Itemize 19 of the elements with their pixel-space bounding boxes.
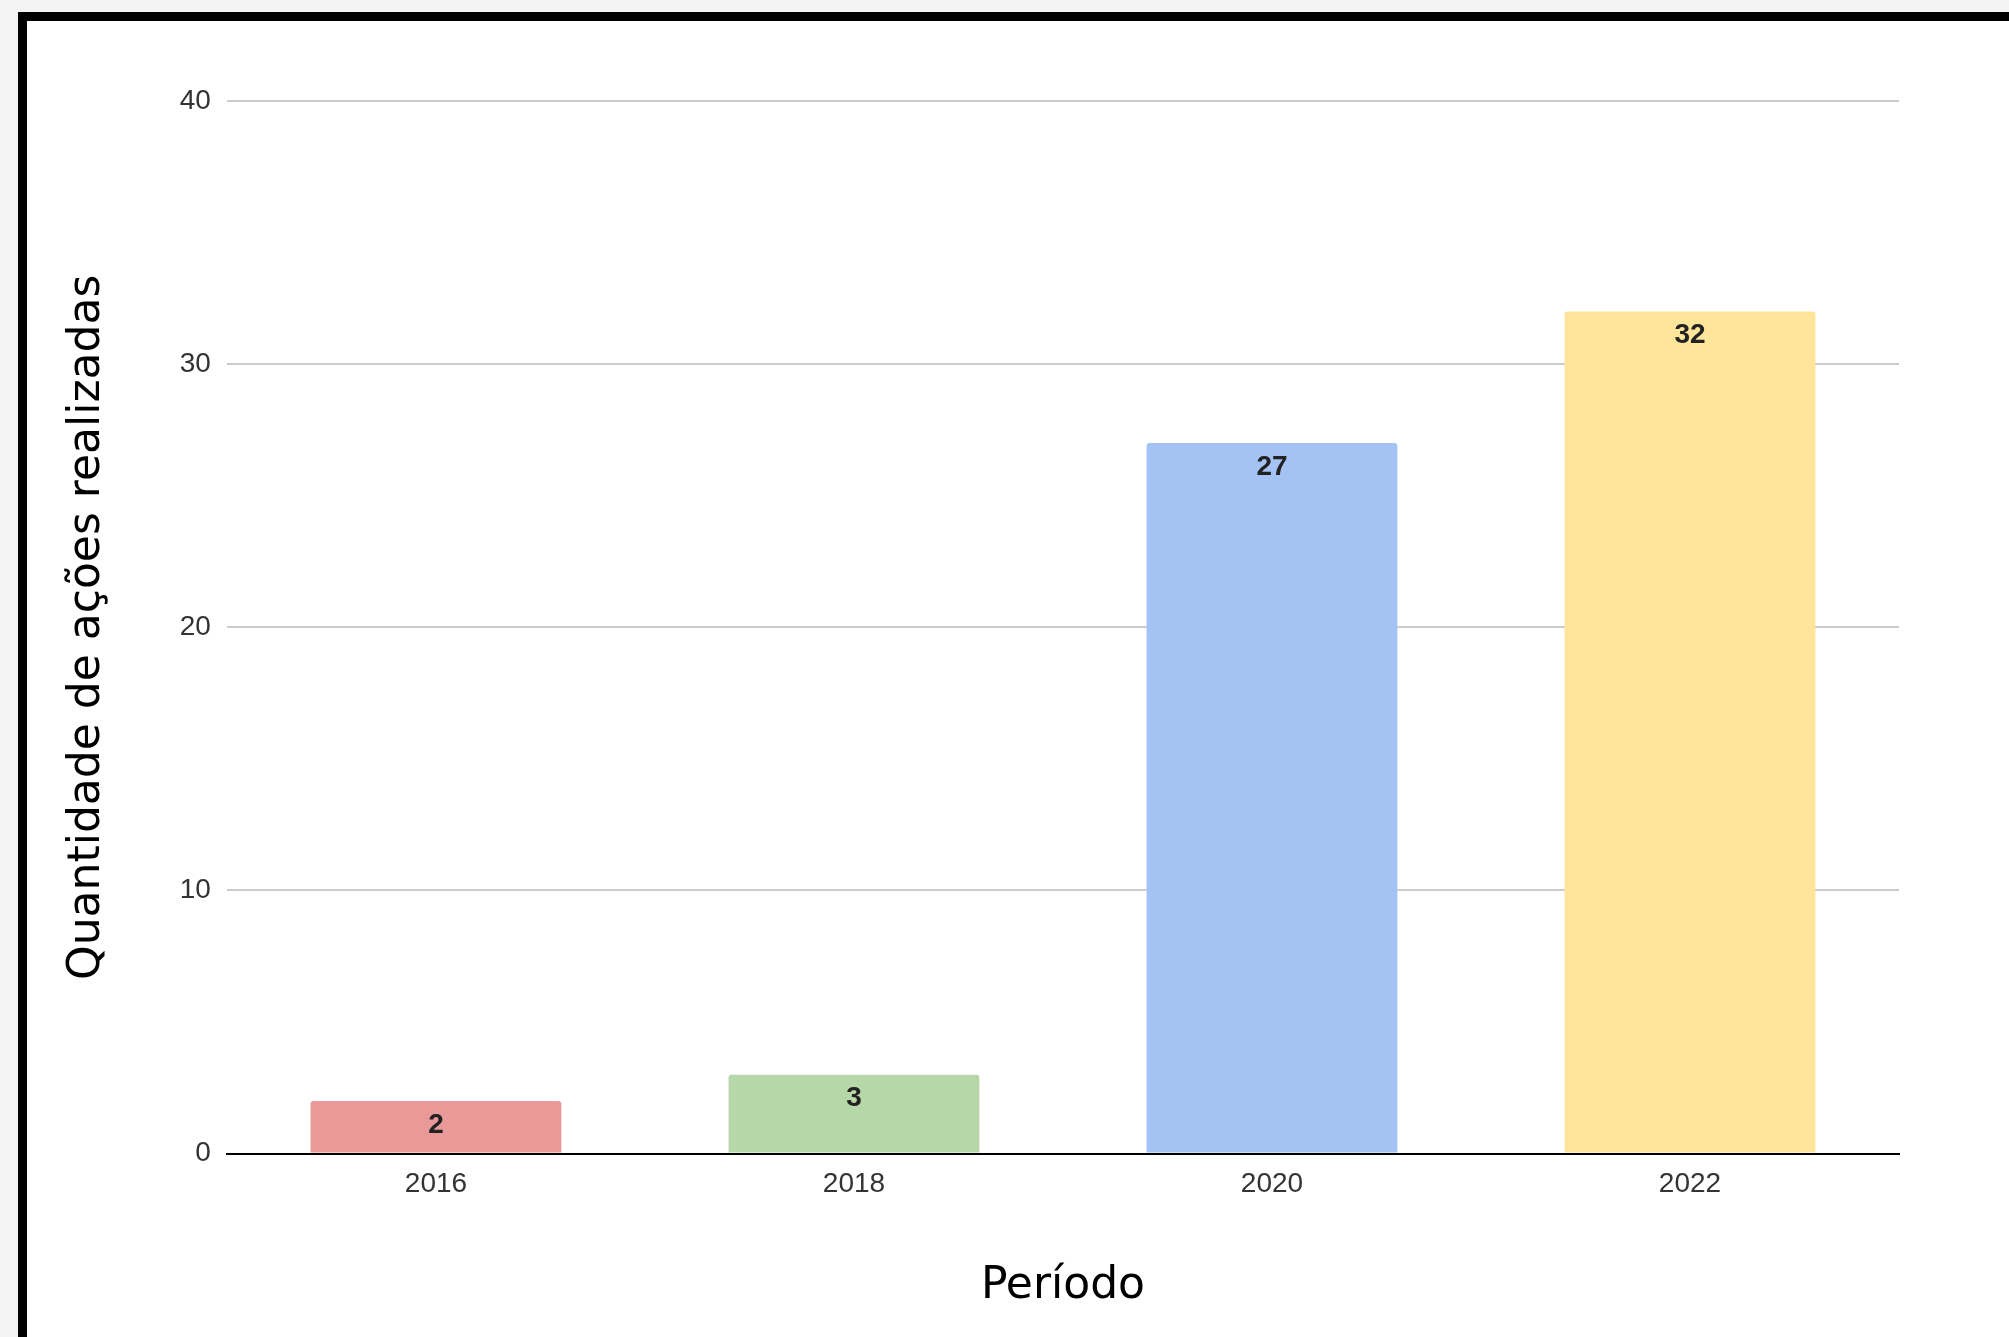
x-tick-label: 2018	[822, 1167, 886, 1199]
bar	[1146, 443, 1398, 1153]
bar	[310, 1100, 562, 1153]
y-tick-label: 30	[179, 346, 211, 378]
y-tick-label: 0	[195, 1136, 211, 1168]
y-axis-title: Quantidade de ações realizadas	[57, 274, 109, 980]
x-tick-label: 2016	[404, 1167, 468, 1199]
x-axis-title: Período	[980, 1257, 1146, 1309]
bar	[728, 1074, 980, 1153]
y-tick-label: 20	[179, 610, 211, 642]
x-tick-label: 2020	[1240, 1167, 1304, 1199]
data-label: 2	[428, 1107, 444, 1139]
data-label: 32	[1674, 318, 1706, 350]
y-tick-label: 10	[179, 873, 211, 905]
x-tick-label: 2022	[1658, 1167, 1722, 1199]
data-label: 3	[846, 1081, 862, 1113]
data-label: 27	[1256, 449, 1288, 481]
bar	[1564, 311, 1816, 1153]
y-tick-label: 40	[179, 83, 211, 115]
